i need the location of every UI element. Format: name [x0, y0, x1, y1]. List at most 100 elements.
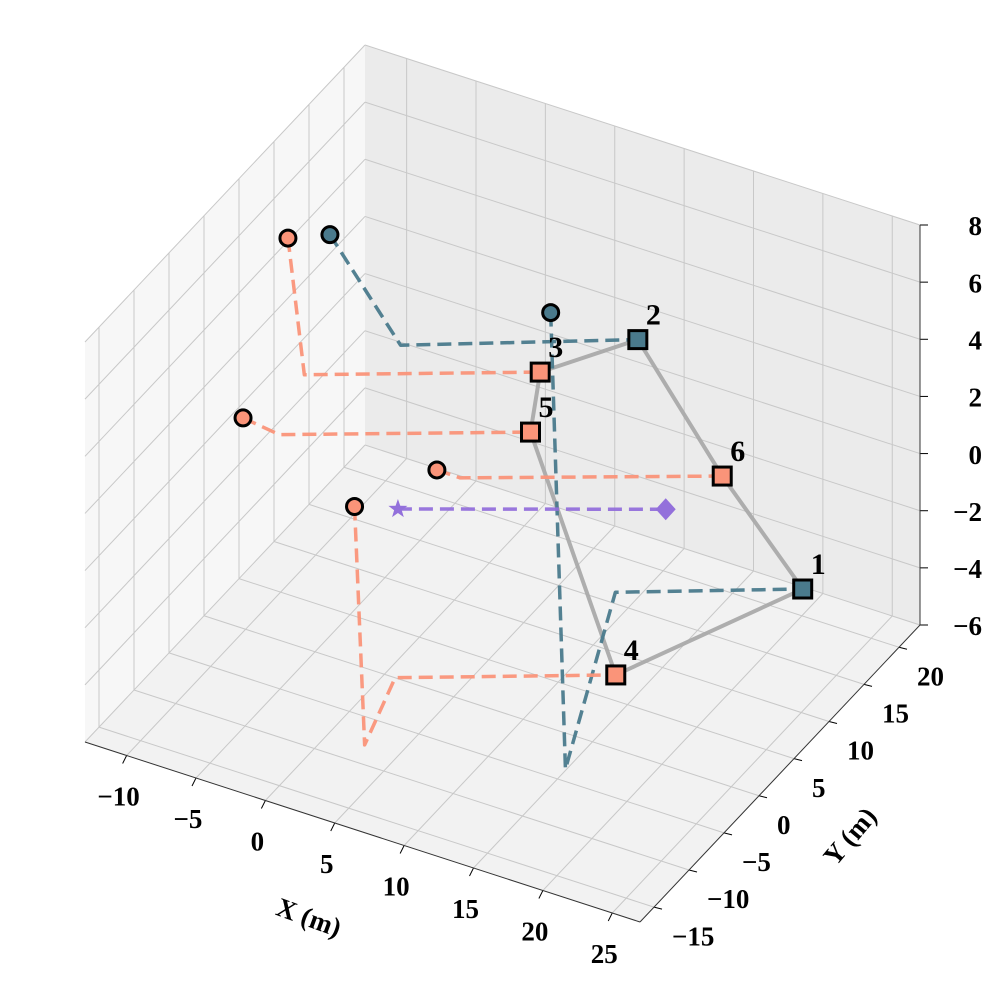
grid-line — [343, 466, 900, 648]
grid-line — [238, 578, 795, 760]
grid-line — [611, 615, 893, 914]
y-tick — [723, 832, 733, 836]
start-marker — [278, 228, 298, 248]
grid-line — [98, 726, 655, 908]
x-tick-label: 10 — [383, 872, 410, 902]
end-marker — [605, 664, 627, 686]
end-marker — [792, 578, 814, 600]
end-label: 4 — [624, 634, 639, 667]
grid-line — [84, 101, 366, 400]
y-tick — [793, 758, 803, 762]
z-tick-label: 2 — [969, 383, 983, 413]
trajectory — [286, 237, 541, 377]
grid-line — [473, 570, 754, 869]
grid-line — [84, 444, 366, 743]
grid-line — [364, 330, 921, 512]
grid-line — [273, 541, 830, 723]
z-tick-label: 6 — [969, 268, 983, 298]
end-label: 2 — [646, 299, 661, 332]
grid-line — [84, 273, 366, 571]
y-tick — [863, 683, 873, 687]
x-tick-label: 20 — [521, 917, 548, 947]
grid-line — [84, 158, 366, 457]
end-marker — [627, 329, 649, 351]
start-marker — [233, 408, 253, 428]
grid-line — [364, 273, 921, 455]
x-tick-label: 25 — [591, 939, 618, 969]
trajectory — [242, 416, 531, 437]
y-tick-label: −5 — [742, 847, 771, 877]
axis-line — [639, 624, 921, 923]
z-tick-label: −6 — [953, 611, 982, 641]
z-tick-label: 4 — [969, 325, 983, 355]
trajectory — [548, 312, 803, 771]
start-marker — [388, 498, 408, 518]
z-tick-label: 8 — [969, 211, 983, 241]
z-tick-label: −2 — [953, 497, 982, 527]
y-tick — [653, 906, 663, 910]
grid-line — [195, 480, 477, 779]
axis-line — [84, 741, 641, 923]
end-label: 1 — [811, 548, 826, 581]
end-marker — [711, 465, 733, 487]
grid-line — [203, 615, 760, 797]
z-tick-label: 0 — [969, 440, 983, 470]
trajectory — [328, 233, 638, 347]
x-axis-label: X (m) — [272, 892, 345, 943]
x-tick — [191, 777, 197, 787]
marks — [233, 225, 814, 686]
grid-line — [265, 503, 546, 801]
y-tick-label: 15 — [882, 699, 909, 729]
side-pane — [85, 45, 365, 742]
grid-line — [84, 387, 366, 686]
grid-line — [334, 525, 616, 824]
panes — [85, 45, 920, 922]
start-marker — [541, 303, 561, 323]
y-tick-label: 10 — [847, 736, 874, 766]
grid-line — [364, 44, 921, 226]
trajectory — [352, 506, 616, 747]
grid-line — [364, 387, 921, 569]
grid-line — [542, 593, 824, 891]
grid-line — [364, 444, 921, 626]
grid-line — [364, 158, 921, 340]
end-label: 6 — [730, 435, 745, 468]
grid-line — [168, 652, 725, 834]
grid-line — [84, 44, 366, 343]
x-tick-label: 5 — [320, 849, 334, 879]
start-marker — [427, 460, 447, 480]
end-label: 5 — [539, 391, 554, 424]
y-tick-label: 0 — [777, 810, 791, 840]
x-tick-label: 15 — [452, 894, 479, 924]
x-tick-label: 0 — [251, 827, 265, 857]
floor-pane — [85, 445, 920, 922]
x-tick — [607, 912, 613, 922]
grid-line — [84, 216, 366, 514]
x-tick — [330, 822, 336, 832]
grid-line — [133, 689, 690, 871]
y-tick — [898, 646, 908, 650]
y-tick-label: −10 — [707, 884, 749, 914]
grid-line — [364, 215, 921, 397]
grid-line — [364, 101, 921, 283]
x-tick-label: −5 — [174, 804, 203, 834]
end-marker — [529, 361, 551, 383]
end-label: 3 — [548, 331, 563, 364]
end-marker — [655, 498, 676, 521]
y-tick — [828, 721, 838, 725]
y-tick — [758, 795, 768, 799]
start-marker — [320, 225, 340, 245]
grid-line — [403, 548, 685, 846]
x-tick — [469, 867, 474, 877]
x-tick — [399, 845, 405, 854]
end-marker — [520, 421, 541, 443]
start-marker — [345, 497, 365, 517]
x-tick-label: −10 — [97, 782, 139, 812]
y-tick-label: 20 — [917, 661, 944, 691]
x-tick — [538, 890, 544, 899]
y-tick-label: 5 — [812, 773, 826, 803]
grid-line — [84, 330, 366, 629]
z-tick-label: −4 — [953, 554, 982, 584]
y-axis-label: Y (m) — [817, 801, 882, 871]
